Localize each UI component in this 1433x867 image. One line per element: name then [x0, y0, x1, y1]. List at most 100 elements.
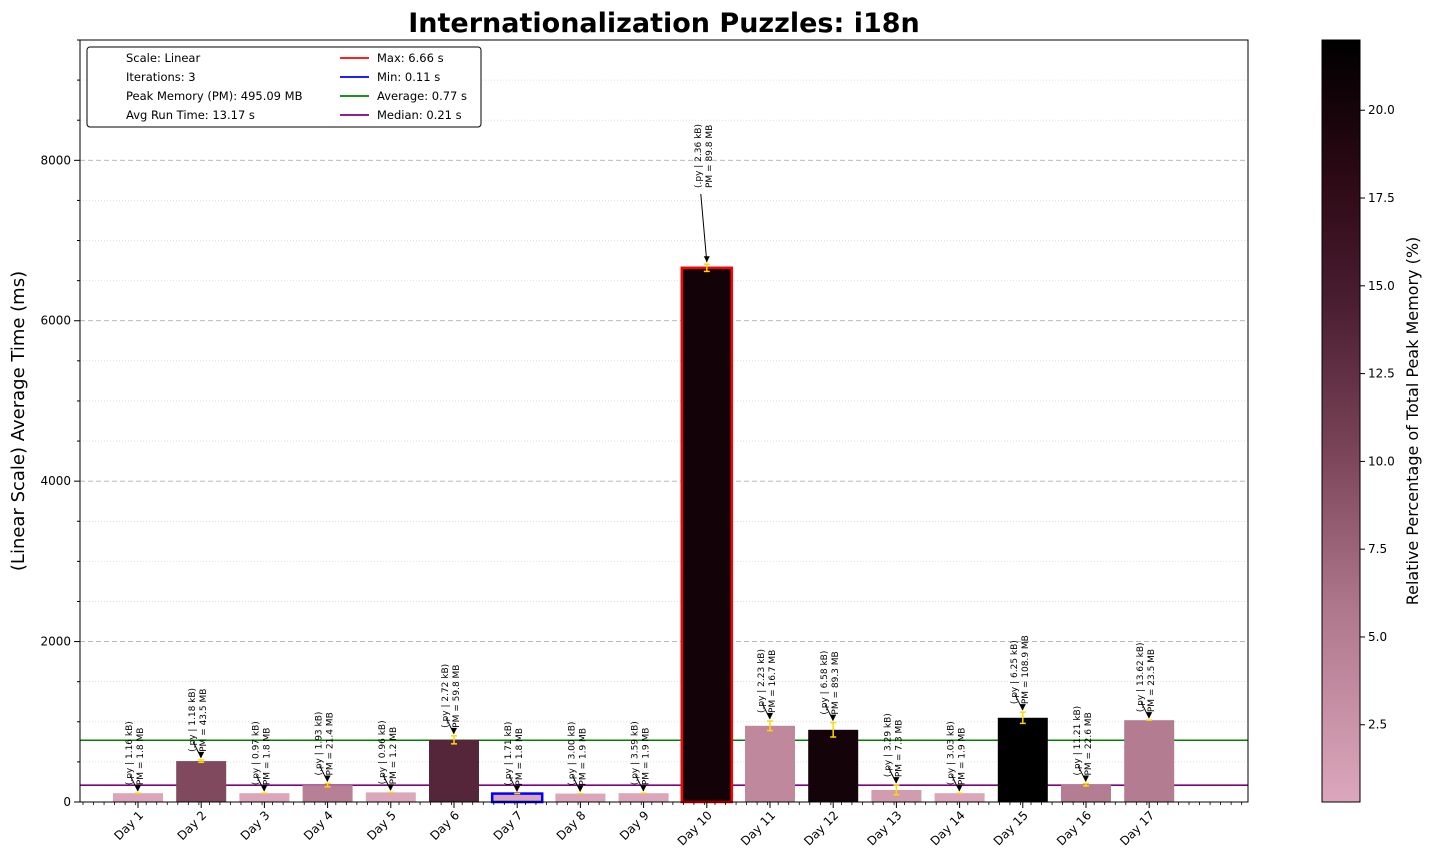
annotation-arrowhead — [451, 727, 457, 734]
colorbar-tick-label: 15.0 — [1368, 279, 1395, 293]
annotation-arrowhead — [703, 256, 710, 263]
annotation-arrow — [700, 193, 708, 263]
colorbar-tick-label: 2.5 — [1368, 718, 1387, 732]
annotation-peak-memory: PM = 22.6 MB — [1084, 712, 1094, 775]
bars — [113, 263, 1175, 804]
bar-annotation: (.py | 6.58 kB) PM = 89.3 MB — [820, 651, 841, 715]
annotation-peak-memory: PM = 1.8 MB — [136, 728, 146, 786]
bar-annotation: (.py | 1.93 kB) PM = 21.4 MB — [315, 712, 336, 776]
annotation-peak-memory: PM = 43.5 MB — [199, 689, 209, 752]
bar — [302, 785, 353, 802]
colorbar-tick-label: 7.5 — [1368, 542, 1387, 556]
bar-annotation: (.py | 3.03 kB) PM = 1.9 MB — [947, 721, 968, 785]
bar-annotation: (.py | 3.59 kB) PM = 1.9 MB — [631, 721, 652, 785]
bar-annotation: (.py | 13.62 kB) PM = 23.5 MB — [1136, 642, 1157, 712]
colorbar-tick-label: 5.0 — [1368, 630, 1387, 644]
colorbar-label: Relative Percentage of Total Peak Memory… — [1403, 237, 1422, 606]
annotation-arrowhead — [1019, 704, 1026, 711]
bar — [490, 792, 544, 804]
bar — [618, 793, 669, 802]
y-tick-label: 2000 — [40, 635, 71, 649]
colorbar-tick-label: 20.0 — [1368, 103, 1395, 117]
bar — [1061, 784, 1111, 802]
annotations: (.py | 1.16 kB) PM = 1.8 MB(.py | 1.18 kB… — [125, 124, 1157, 792]
x-tick-label: Day 6 — [427, 808, 462, 843]
bar — [555, 793, 606, 802]
annotation-file-size: (.py | 0.96 kB) — [378, 720, 388, 784]
bar — [176, 761, 227, 802]
y-tick-label: 4000 — [40, 474, 71, 488]
bar — [745, 725, 795, 802]
annotation-peak-memory: PM = 1.9 MB — [958, 728, 968, 786]
bar-annotation: (.py | 2.36 kB) PM = 89.8 MB — [694, 124, 715, 188]
annotation-peak-memory: PM = 21.4 MB — [326, 712, 336, 775]
annotation-arrowhead — [640, 785, 647, 792]
bar — [113, 793, 163, 802]
annotation-file-size: (.py | 3.29 kB) — [883, 713, 893, 777]
annotation-arrowhead — [1083, 775, 1089, 782]
annotation-peak-memory: PM = 1.9 MB — [578, 728, 588, 786]
bar-annotation: (.py | 0.97 kB) PM = 1.8 MB — [251, 721, 272, 785]
x-tick-label: Day 17 — [1117, 808, 1157, 848]
legend-info-entry: Peak Memory (PM): 495.09 MB — [126, 89, 303, 103]
annotation-arrowhead — [324, 775, 331, 782]
bar-annotation: (.py | 0.96 kB) PM = 1.2 MB — [378, 720, 399, 784]
x-tick-label: Day 4 — [301, 808, 336, 843]
colorbar-tick-label: 12.5 — [1368, 367, 1395, 381]
x-tick-label: Day 5 — [364, 808, 399, 843]
annotation-arrowhead — [1146, 712, 1153, 719]
annotation-file-size: (.py | 3.59 kB) — [631, 721, 641, 785]
annotation-file-size: (.py | 1.18 kB) — [188, 688, 198, 752]
annotation-peak-memory: PM = 1.9 MB — [642, 728, 652, 786]
annotation-arrowhead — [514, 785, 521, 792]
legend-line-entry: Median: 0.21 s — [377, 108, 462, 122]
annotation-peak-memory: PM = 7.3 MB — [894, 720, 904, 778]
annotation-peak-memory: PM = 89.3 MB — [831, 651, 841, 714]
bar-annotation: (.py | 3.00 kB) PM = 1.9 MB — [567, 722, 588, 786]
x-tick-label: Day 10 — [675, 808, 715, 848]
legend-line-entry: Average: 0.77 s — [377, 89, 467, 103]
annotation-arrowhead — [261, 785, 268, 792]
x-tick-label: Day 3 — [238, 808, 273, 843]
annotation-peak-memory: PM = 59.8 MB — [452, 665, 462, 728]
bar — [871, 789, 922, 802]
legend-box — [86, 46, 482, 128]
x-tick-label: Day 1 — [111, 808, 146, 843]
axes: 0 2000 4000 6000 8000 Day 1 Day 2 Day 3 Day 4 Day… — [40, 39, 1249, 848]
bar — [934, 793, 985, 802]
bar-annotation: (.py | 1.16 kB) PM = 1.8 MB — [125, 721, 146, 785]
annotation-peak-memory: PM = 23.5 MB — [1147, 649, 1157, 712]
annotation-arrowhead — [893, 777, 900, 784]
bar — [808, 729, 859, 802]
reference-lines — [80, 739, 1248, 786]
bar — [429, 739, 479, 802]
colorbar: 2.5 5.0 7.5 10.0 12.5 15.0 17.5 20.0 — [1321, 39, 1395, 803]
grid-lines — [80, 39, 1248, 763]
x-tick-label: Day 12 — [801, 808, 841, 848]
annotation-file-size: (.py | 1.16 kB) — [125, 721, 135, 785]
y-tick-label: 8000 — [40, 153, 71, 167]
colorbar-scale — [1321, 39, 1361, 803]
annotation-arrowhead — [956, 785, 963, 792]
y-tick-label: 6000 — [40, 314, 71, 328]
annotation-peak-memory: PM = 108.9 MB — [1021, 635, 1031, 704]
annotation-file-size: (.py | 3.00 kB) — [567, 722, 577, 786]
annotation-peak-memory: PM = 1.8 MB — [262, 728, 272, 786]
bar-annotation: (.py | 1.18 kB) PM = 43.5 MB — [188, 688, 209, 752]
annotation-arrow — [1077, 765, 1087, 782]
bar — [239, 793, 290, 802]
annotation-arrowhead — [135, 785, 141, 792]
annotation-arrowhead — [577, 785, 584, 792]
bar — [680, 266, 734, 804]
bar-annotation: (.py | 6.25 kB) PM = 108.9 MB — [1010, 635, 1031, 704]
x-tick-label: Day 15 — [991, 808, 1031, 848]
y-tick-label: 0 — [63, 795, 71, 809]
legend-info-entry: Avg Run Time: 13.17 s — [126, 108, 255, 122]
annotation-file-size: (.py | 2.23 kB) — [757, 649, 767, 713]
bar — [997, 717, 1048, 802]
bar — [365, 792, 416, 802]
bar-annotation: (.py | 1.71 kB) PM = 1.8 MB — [504, 722, 525, 786]
annotation-file-size: (.py | 2.36 kB) — [694, 124, 704, 188]
annotation-file-size: (.py | 0.97 kB) — [251, 721, 261, 785]
